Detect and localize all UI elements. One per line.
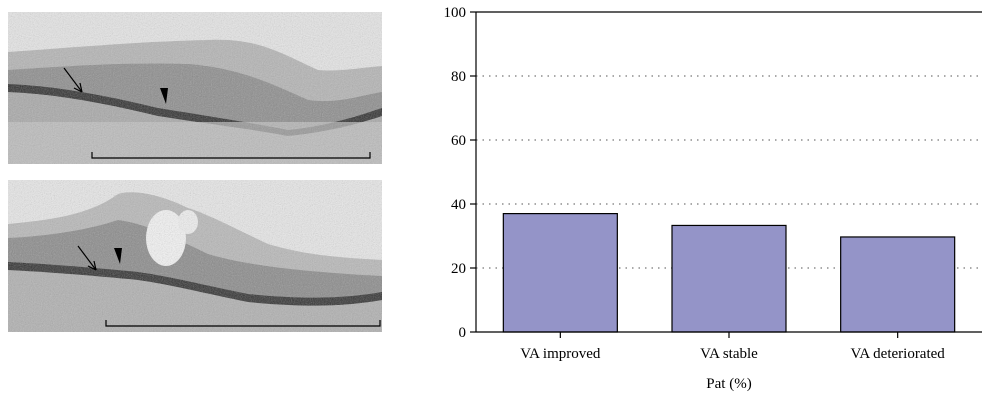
y-tick-label: 0 bbox=[459, 325, 467, 341]
x-axis-ticks: VA improved VA stable VA deteriorated bbox=[520, 332, 945, 362]
y-axis-ticks: 0 20 40 60 80 100 bbox=[444, 5, 476, 341]
y-tick-label: 80 bbox=[451, 69, 466, 85]
bar-va-stable bbox=[671, 224, 787, 333]
oct-scan-top-image bbox=[8, 12, 382, 164]
x-tick-label: VA deteriorated bbox=[851, 346, 946, 362]
oct-scan-bottom-image bbox=[8, 180, 382, 332]
y-tick-label: 100 bbox=[444, 5, 467, 21]
x-tick-label: VA stable bbox=[700, 346, 758, 362]
bar-va-deteriorated bbox=[840, 236, 956, 333]
y-tick-label: 40 bbox=[451, 197, 466, 213]
bar-va-improved bbox=[502, 213, 618, 333]
y-tick-label: 60 bbox=[451, 133, 466, 149]
x-axis-title: Pat (%) bbox=[706, 376, 751, 392]
y-tick-label: 20 bbox=[451, 261, 466, 277]
chart-bars bbox=[502, 213, 956, 333]
x-tick-label: VA improved bbox=[520, 346, 601, 362]
